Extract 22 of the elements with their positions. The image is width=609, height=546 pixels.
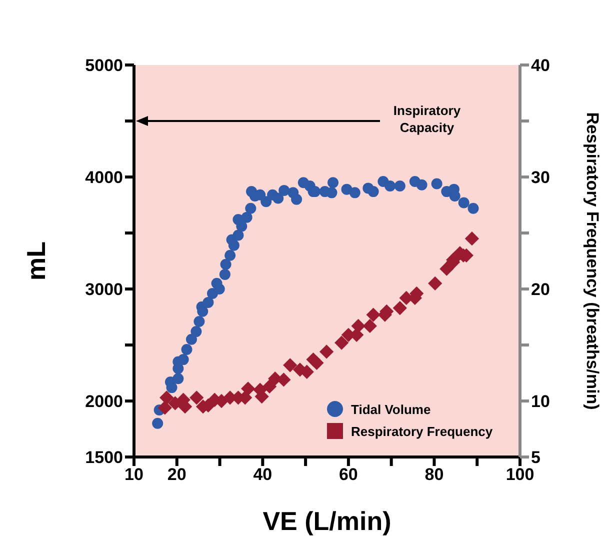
y2-tick-label: 40 <box>531 56 550 76</box>
y-tick-label: 5000 <box>85 56 123 76</box>
annotation: Inspiratory Capacity <box>393 103 462 135</box>
legend-label: Respiratory Frequency <box>351 424 493 438</box>
x-tick-label: 40 <box>253 465 272 484</box>
y2-tick-label: 5 <box>531 448 540 468</box>
y-tick-label: 2000 <box>85 392 123 412</box>
y2-axis-title: Respiratory Frequency (breaths/min) <box>582 112 602 410</box>
x-tick-label: 10 <box>124 465 144 484</box>
y2-tick-label: 30 <box>531 168 550 188</box>
x-tick-label: 80 <box>424 465 444 484</box>
y2-tick-label: 10 <box>531 392 550 412</box>
legend-label: Tidal Volume <box>351 402 431 416</box>
y-tick-label: 1500 <box>85 448 123 468</box>
x-tick-label: 100 <box>506 465 534 484</box>
x-tick-label: 20 <box>167 465 186 484</box>
x-axis-title: VE (L/min) <box>262 506 392 536</box>
x-tick-label: 60 <box>338 465 358 484</box>
y-axis-title: mL <box>21 241 52 280</box>
y2-tick-label: 20 <box>531 280 550 300</box>
y-tick-label: 4000 <box>85 168 123 188</box>
y-tick-label: 3000 <box>85 280 123 300</box>
